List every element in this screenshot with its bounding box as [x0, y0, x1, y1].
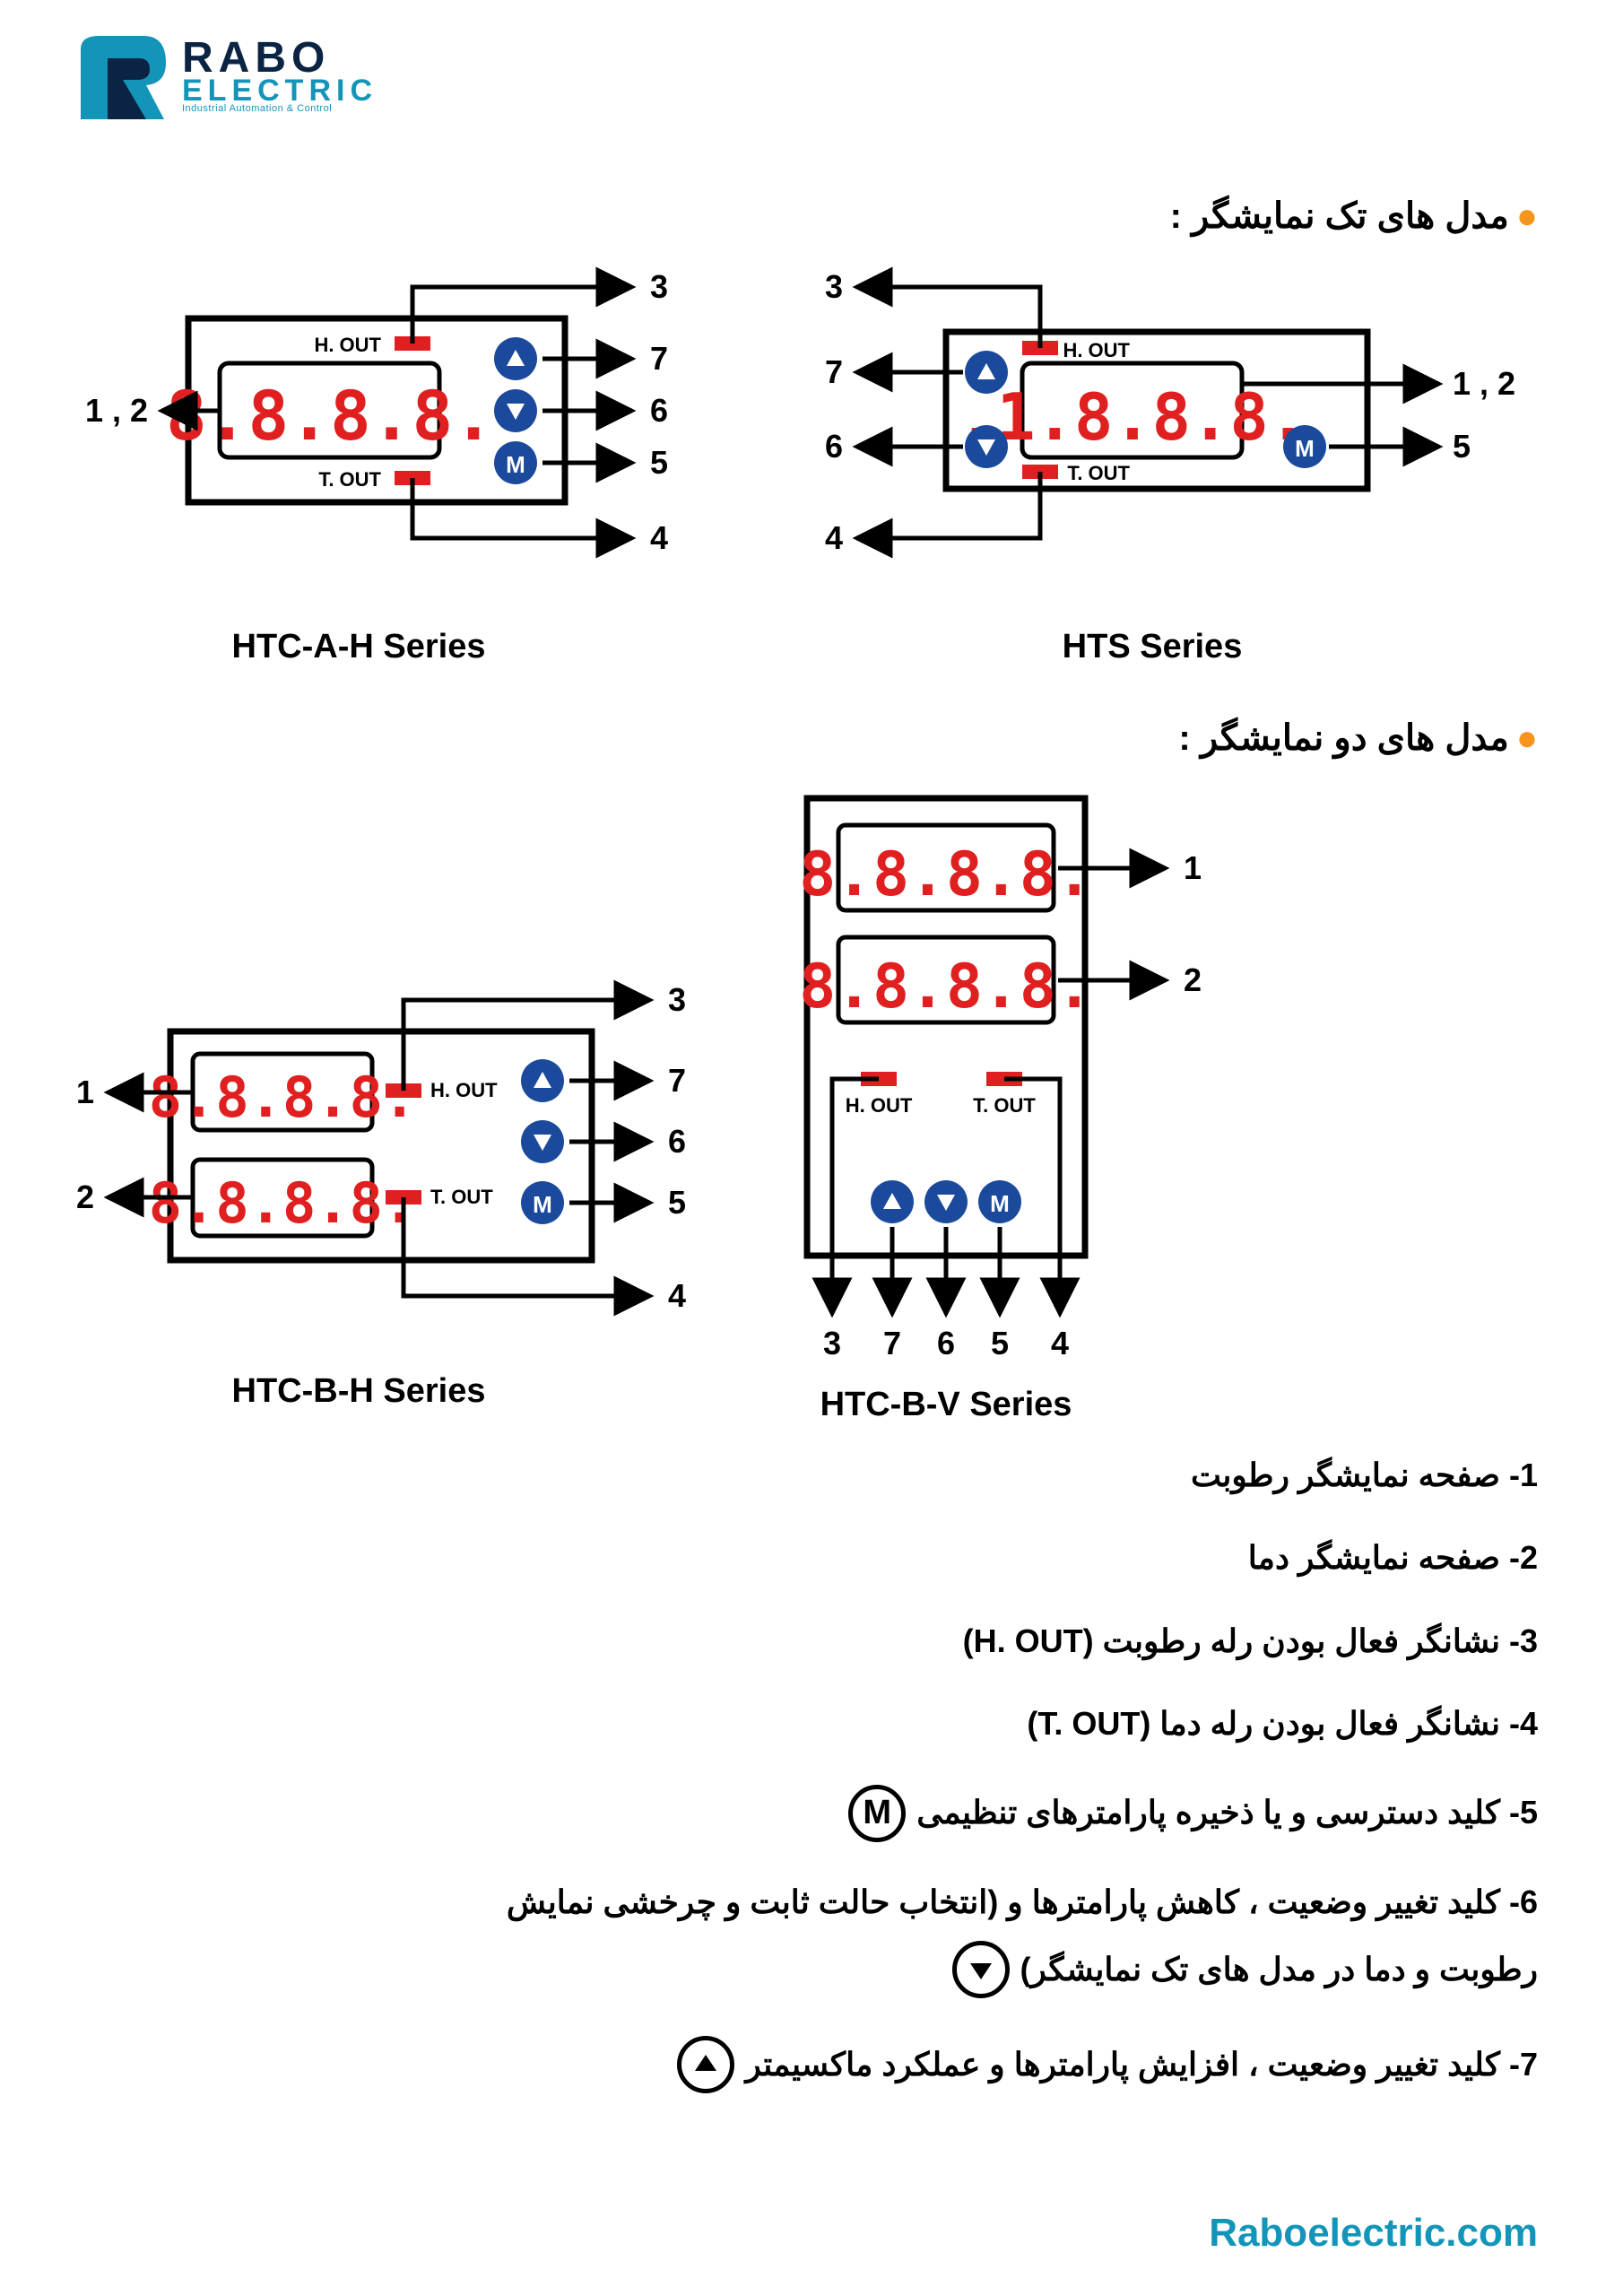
svg-text:M: M	[1295, 435, 1315, 462]
legend-item-7: 7- کلید تغییر وضعیت ، افزایش پارامترها و…	[72, 2036, 1538, 2093]
seven-segment-display: .1.8.8.8.	[958, 379, 1307, 455]
callout-4: 4	[1051, 1325, 1069, 1361]
footer-url: Raboelectric.com	[1209, 2211, 1538, 2256]
up-key-icon	[677, 2036, 734, 2093]
caption-htc-a-h: HTC-A-H Series	[179, 628, 538, 666]
diagram-htc-a-h: 8.8.8.8. H. OUT T. OUT M 3 7 6 5 4 1 , 2	[72, 251, 717, 592]
svg-text:M: M	[506, 451, 525, 478]
callout-7: 7	[650, 340, 668, 377]
legend-item-4: 4- نشانگر فعال بودن رله دما (T. OUT)	[72, 1701, 1538, 1746]
callout-5: 5	[650, 444, 668, 481]
callout-5: 5	[1453, 428, 1471, 465]
legend-item-3: 3- نشانگر فعال بودن رله رطوبت (H. OUT)	[72, 1619, 1538, 1664]
callout-5: 5	[668, 1184, 686, 1221]
callout-3: 3	[650, 268, 668, 305]
legend-item-1: 1- صفحه نمایشگر رطوبت	[72, 1453, 1538, 1498]
logo-brand-top: RABO	[182, 39, 378, 77]
display-1: 8.8.8.8.	[149, 1065, 417, 1130]
label-hout: H. OUT	[314, 334, 381, 356]
legend-list: 1- صفحه نمایشگر رطوبت 2- صفحه نمایشگر دم…	[72, 1453, 1538, 2131]
seven-segment-display: 8.8.8.8.	[166, 376, 494, 456]
callout-6: 6	[825, 428, 843, 465]
section-title-dual-display: ●مدل های دو نمایشگر :	[1178, 718, 1538, 759]
callout-1-2: 1 , 2	[85, 392, 148, 429]
caption-htc-b-v: HTC-B-V Series	[767, 1386, 1125, 1424]
label-hout: H. OUT	[430, 1079, 498, 1101]
callout-3: 3	[668, 981, 686, 1018]
display-2: 8.8.8.8.	[149, 1170, 417, 1236]
legend-item-5: 5- کلید دسترسی و یا ذخیره پارامترهای تنظ…	[72, 1785, 1538, 1842]
svg-text:M: M	[990, 1190, 1010, 1217]
callout-6: 6	[937, 1325, 955, 1361]
callout-5: 5	[991, 1325, 1009, 1361]
callout-1: 1	[1184, 849, 1202, 886]
callout-4: 4	[668, 1277, 686, 1314]
legend-item-6b: رطوبت و دما در مدل های تک نمایشگر)	[72, 1941, 1538, 1998]
callout-7: 7	[883, 1325, 901, 1361]
display-2: 8.8.8.8.	[799, 952, 1093, 1022]
callout-7: 7	[825, 353, 843, 390]
callout-3: 3	[825, 268, 843, 305]
callout-2: 2	[76, 1178, 94, 1215]
label-tout: T. OUT	[973, 1094, 1036, 1117]
section1-title-text: مدل های تک نمایشگر :	[1170, 196, 1509, 236]
callout-4: 4	[825, 519, 843, 556]
bullet-icon: ●	[1516, 718, 1538, 758]
svg-text:M: M	[533, 1191, 552, 1218]
callout-1-2: 1 , 2	[1453, 365, 1515, 402]
callout-1: 1	[76, 1074, 94, 1110]
diagram-htc-b-v: 8.8.8.8. 8.8.8.8. H. OUT T. OUT M 1 2 3 …	[735, 780, 1309, 1372]
m-key-icon: M	[848, 1785, 906, 1842]
label-hout: H. OUT	[846, 1094, 913, 1117]
brand-logo: RABO ELECTRIC Industrial Automation & Co…	[76, 31, 378, 121]
display-1: 8.8.8.8.	[799, 839, 1093, 910]
down-key-icon	[952, 1941, 1010, 1998]
label-hout: H. OUT	[1063, 339, 1130, 361]
legend-item-6a: 6- کلید تغییر وضعیت ، کاهش پارامترها و (…	[72, 1880, 1538, 1925]
callout-3: 3	[823, 1325, 841, 1361]
diagram-htc-b-h: 8.8.8.8. 8.8.8.8. H. OUT T. OUT M 3 7 6 …	[54, 964, 717, 1341]
logo-mark-icon	[76, 31, 175, 121]
callout-6: 6	[668, 1123, 686, 1160]
legend-item-2: 2- صفحه نمایشگر دما	[72, 1535, 1538, 1580]
label-tout: T. OUT	[318, 468, 381, 491]
section-title-single-display: ●مدل های تک نمایشگر :	[1170, 196, 1538, 237]
diagram-hts: .1.8.8.8. H. OUT T. OUT M 3 7 6 4 1 , 2 …	[771, 251, 1542, 592]
caption-hts: HTS Series	[973, 628, 1332, 666]
section2-title-text: مدل های دو نمایشگر :	[1178, 718, 1508, 758]
callout-6: 6	[650, 392, 668, 429]
logo-brand-bottom: ELECTRIC	[182, 77, 378, 105]
callout-7: 7	[668, 1062, 686, 1099]
label-tout: T. OUT	[1067, 462, 1130, 484]
caption-htc-b-h: HTC-B-H Series	[179, 1372, 538, 1411]
callout-4: 4	[650, 519, 668, 556]
bullet-icon: ●	[1516, 196, 1538, 236]
callout-2: 2	[1184, 961, 1202, 998]
label-tout: T. OUT	[430, 1186, 493, 1208]
